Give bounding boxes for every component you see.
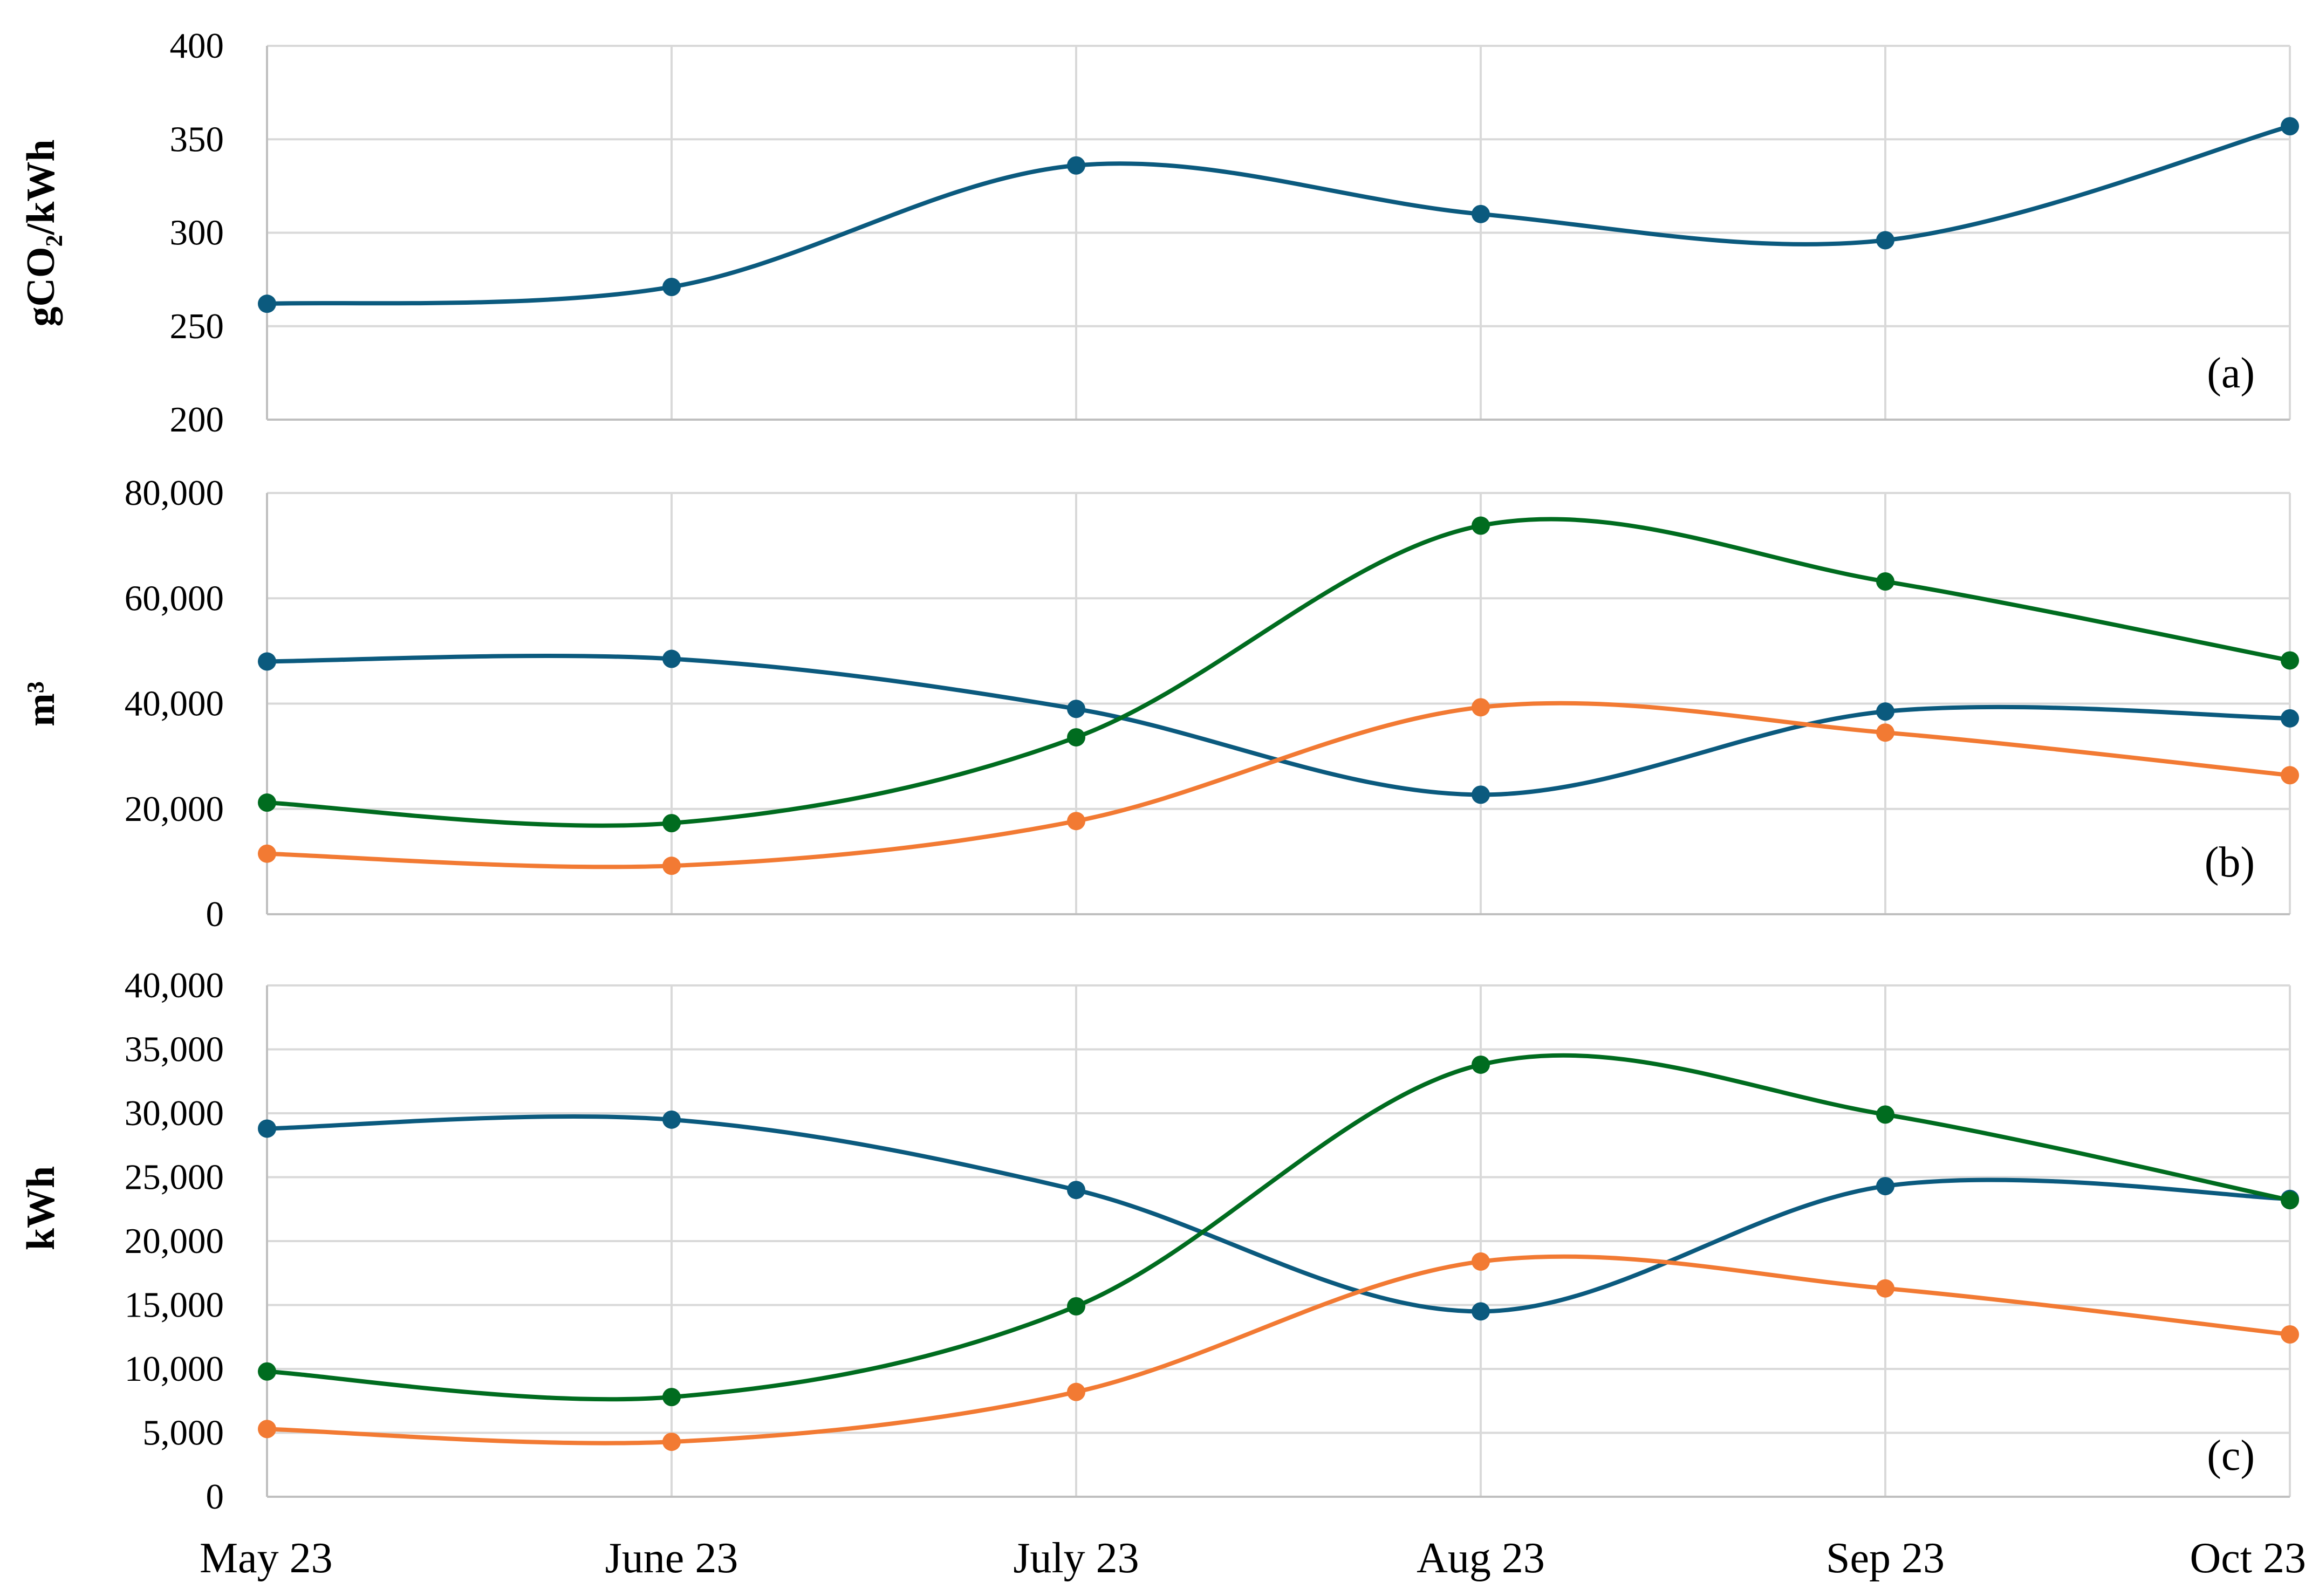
y-tick-label: 10,000 [125,1349,224,1389]
panel-label: (a) [2207,350,2255,397]
data-point [662,1433,681,1451]
data-point [662,1388,681,1407]
data-point [1067,1181,1085,1200]
y-axis-label: gCO₂/kWh [19,139,63,326]
y-tick-label: 5,000 [142,1413,224,1453]
data-point [2281,651,2299,670]
data-point [1876,723,1894,742]
panel-c: 0 5,000 10,000 15,000 20,000 25,000 30,000 35,0… [19,965,2299,1517]
data-point [2281,1191,2299,1210]
y-tick-label: 300 [170,213,224,253]
series-line [265,701,2292,869]
y-tick-label: 30,000 [125,1093,224,1133]
data-point [2281,709,2299,728]
panel-a: 200 250 300 350 400 gCO₂/kWh (a) [19,26,2299,440]
y-tick-label: 40,000 [125,684,224,724]
data-point [1876,231,1894,250]
data-point [258,793,276,812]
y-tick-label: 40,000 [125,965,224,1005]
data-point [258,652,276,671]
x-tick-label: Oct 23 [2190,1535,2306,1582]
series-line [265,124,2292,306]
y-tick-label: 15,000 [125,1285,224,1325]
x-tick-label: Sep 23 [1826,1535,1945,1582]
data-point [1067,156,1085,175]
data-point [1472,785,1490,804]
data-point [1472,516,1490,535]
data-point [1067,812,1085,831]
y-tick-label: 400 [170,26,224,66]
data-point [1067,1382,1085,1401]
data-point [258,844,276,863]
y-tick-label: 350 [170,119,224,159]
y-tick-label: 0 [206,894,224,934]
data-point [2281,117,2299,135]
data-point [662,649,681,668]
data-point [662,1110,681,1129]
data-point [1472,1302,1490,1321]
data-point [1876,1105,1894,1124]
data-point [2281,766,2299,785]
data-point [662,814,681,833]
series-line [265,1114,2292,1314]
data-point [1472,698,1490,717]
data-point [1472,1252,1490,1271]
data-point [662,857,681,875]
data-point [1876,1279,1894,1298]
x-tick-label: Aug 23 [1417,1535,1545,1582]
data-point [258,1119,276,1138]
y-tick-label: 35,000 [125,1030,224,1070]
x-tick-label: May 23 [200,1535,333,1582]
y-tick-label: 250 [170,306,224,346]
data-point [258,1420,276,1439]
series-line [265,517,2292,828]
data-point [258,1362,276,1381]
data-point [662,277,681,296]
data-point [1067,1297,1085,1316]
y-axis-label: kWh [19,1166,63,1250]
panel-label: (b) [2205,839,2255,886]
y-tick-label: 80,000 [125,473,224,513]
shared-x-axis: May 23 June 23 July 23 Aug 23 Sep 23 Oct 23 [200,1535,2306,1582]
data-point [1472,1055,1490,1074]
series-line [265,1254,2292,1446]
y-tick-label: 200 [170,400,224,440]
series-line [265,1053,2292,1402]
y-tick-label: 0 [206,1477,224,1517]
y-tick-label: 20,000 [125,1221,224,1261]
data-point [1067,728,1085,746]
y-tick-label: 25,000 [125,1157,224,1197]
x-tick-label: July 23 [1013,1535,1139,1582]
data-point [2281,1325,2299,1344]
series-line [265,653,2292,797]
x-tick-label: June 23 [605,1535,738,1582]
data-point [1067,700,1085,718]
data-point [1876,1177,1894,1196]
panel-b: 0 20,000 40,000 60,000 80,000 m³ (b) [19,473,2299,934]
panel-label: (c) [2207,1432,2255,1479]
data-point [258,294,276,313]
data-point [1472,204,1490,223]
y-tick-label: 20,000 [125,789,224,829]
data-point [1876,572,1894,591]
y-tick-label: 60,000 [125,578,224,618]
data-point [1876,702,1894,721]
y-axis-label: m³ [19,681,63,727]
